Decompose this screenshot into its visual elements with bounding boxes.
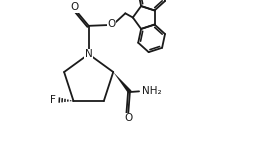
Text: O: O (107, 19, 116, 29)
Text: N: N (85, 49, 93, 59)
Text: NH₂: NH₂ (142, 86, 162, 96)
Polygon shape (113, 72, 132, 93)
Text: O: O (70, 2, 78, 12)
Text: O: O (124, 113, 132, 123)
Text: F: F (49, 95, 55, 105)
